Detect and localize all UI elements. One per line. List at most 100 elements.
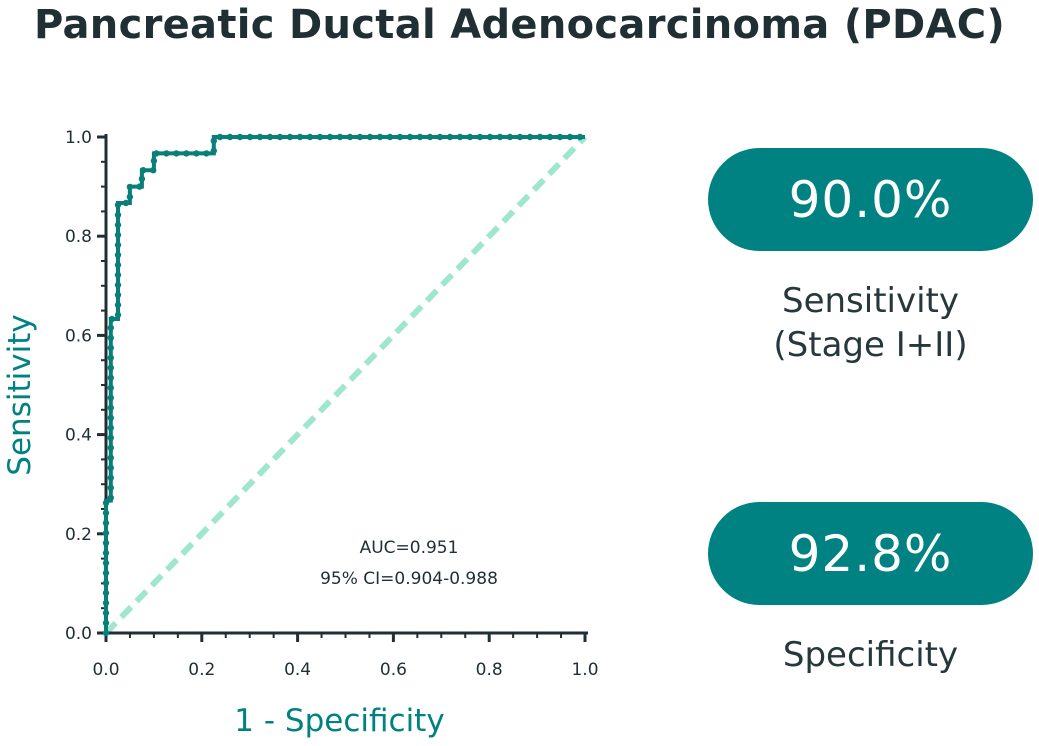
specificity-label: Specificity [708, 633, 1033, 677]
roc-point [366, 133, 374, 141]
roc-point [356, 133, 364, 141]
roc-point [566, 133, 574, 141]
y-tick-label: 0.6 [65, 326, 92, 346]
roc-point [107, 494, 115, 501]
roc-point [526, 133, 534, 141]
roc-point [102, 529, 110, 537]
roc-point [102, 509, 110, 517]
roc-point [102, 569, 110, 577]
roc-point [446, 133, 454, 141]
roc-point [138, 175, 146, 183]
x-tick-label: 1.0 [571, 660, 598, 680]
roc-point [136, 183, 143, 190]
roc-point [150, 167, 157, 174]
roc-point [150, 157, 158, 165]
y-tick-label: 0.2 [65, 525, 92, 545]
roc-point [163, 150, 170, 157]
sensitivity-label-line2: (Stage I+II) [773, 325, 968, 365]
roc-point [416, 133, 424, 141]
ci-annotation: 95% CI=0.904-0.988 [320, 569, 498, 589]
roc-point [126, 183, 134, 191]
roc-point [114, 301, 122, 309]
roc-point [107, 434, 115, 441]
x-tick-label: 0.6 [380, 660, 407, 680]
roc-point [102, 549, 110, 557]
roc-point [107, 474, 115, 481]
roc-point [107, 354, 115, 361]
roc-point [516, 133, 524, 141]
x-axis-title: 1 - Specificity [234, 703, 444, 739]
roc-point [114, 211, 122, 219]
sensitivity-value-pill: 90.0% [708, 148, 1033, 251]
roc-point [210, 137, 217, 144]
roc-point [386, 133, 394, 141]
roc-point [107, 424, 115, 431]
roc-point [108, 315, 116, 323]
roc-point [173, 150, 180, 157]
sensitivity-label-line1: Sensitivity [781, 281, 959, 321]
roc-point [210, 147, 217, 154]
specificity-stat: 92.8% Specificity [708, 502, 1033, 677]
y-tick-label: 1.0 [65, 128, 92, 148]
x-tick-label: 0.4 [284, 660, 311, 680]
roc-point [102, 629, 110, 637]
roc-point [107, 384, 115, 391]
roc-point [556, 133, 564, 141]
roc-point [102, 499, 110, 507]
roc-point [102, 589, 110, 597]
roc-point [376, 133, 384, 141]
reference-diagonal-line [103, 134, 588, 636]
roc-point [296, 133, 304, 141]
roc-point [236, 133, 244, 141]
roc-point [107, 404, 115, 411]
roc-point [102, 559, 110, 567]
roc-point [256, 133, 264, 141]
roc-point [506, 133, 514, 141]
roc-point [102, 579, 110, 587]
roc-point [114, 251, 122, 259]
roc-point [246, 133, 254, 141]
roc-point [396, 133, 404, 141]
chart-title: Pancreatic Ductal Adenocarcinoma (PDAC) [33, 2, 1006, 48]
roc-point [102, 599, 110, 607]
y-axis-title: Sensitivity [2, 314, 38, 475]
roc-point [107, 484, 115, 491]
roc-point [466, 133, 474, 141]
x-tick-label: 0.0 [92, 660, 119, 680]
roc-point [216, 133, 224, 141]
roc-point [183, 150, 190, 157]
roc-point [107, 344, 115, 351]
roc-point [102, 609, 110, 617]
roc-point [286, 133, 294, 141]
roc-point [476, 133, 484, 141]
roc-point [406, 133, 414, 141]
roc-point [336, 133, 344, 141]
roc-point [114, 221, 122, 229]
roc-point [114, 271, 122, 279]
roc-point [546, 133, 554, 141]
y-tick-label: 0.8 [65, 227, 92, 247]
roc-point [114, 201, 122, 209]
roc-point [316, 133, 324, 141]
roc-point [114, 311, 122, 319]
roc-point [456, 133, 464, 141]
roc-point [276, 133, 284, 141]
roc-point [114, 281, 122, 289]
roc-point [107, 324, 115, 331]
roc-point [107, 444, 115, 451]
roc-point [426, 133, 434, 141]
roc-point [496, 133, 504, 141]
roc-point [436, 133, 444, 141]
sensitivity-stat: 90.0% Sensitivity (Stage I+II) [708, 148, 1033, 367]
roc-point [140, 167, 147, 174]
roc-point [107, 364, 115, 371]
roc-point [346, 133, 354, 141]
roc-point [107, 334, 115, 341]
roc-point [107, 464, 115, 471]
roc-point [536, 133, 544, 141]
roc-point [102, 539, 110, 547]
roc-point [102, 619, 110, 627]
roc-point [306, 133, 314, 141]
specificity-label-line1: Specificity [782, 635, 959, 675]
specificity-value-pill: 92.8% [708, 502, 1033, 605]
